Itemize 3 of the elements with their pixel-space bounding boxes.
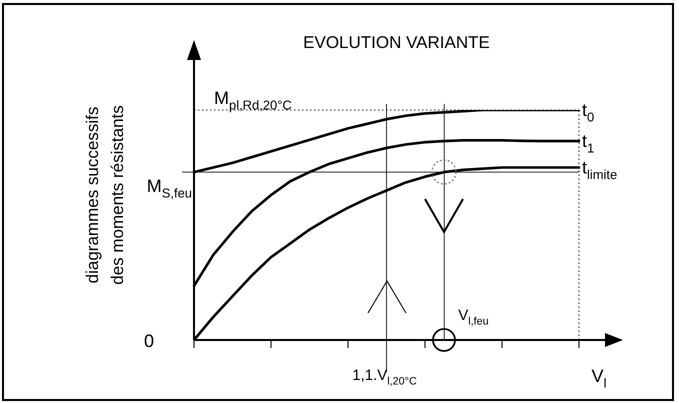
chart-title: EVOLUTION VARIANTE xyxy=(303,33,490,52)
y-axis-title: diagrammes successifs des moments résistants xyxy=(83,105,127,285)
text: 0 xyxy=(144,331,154,351)
